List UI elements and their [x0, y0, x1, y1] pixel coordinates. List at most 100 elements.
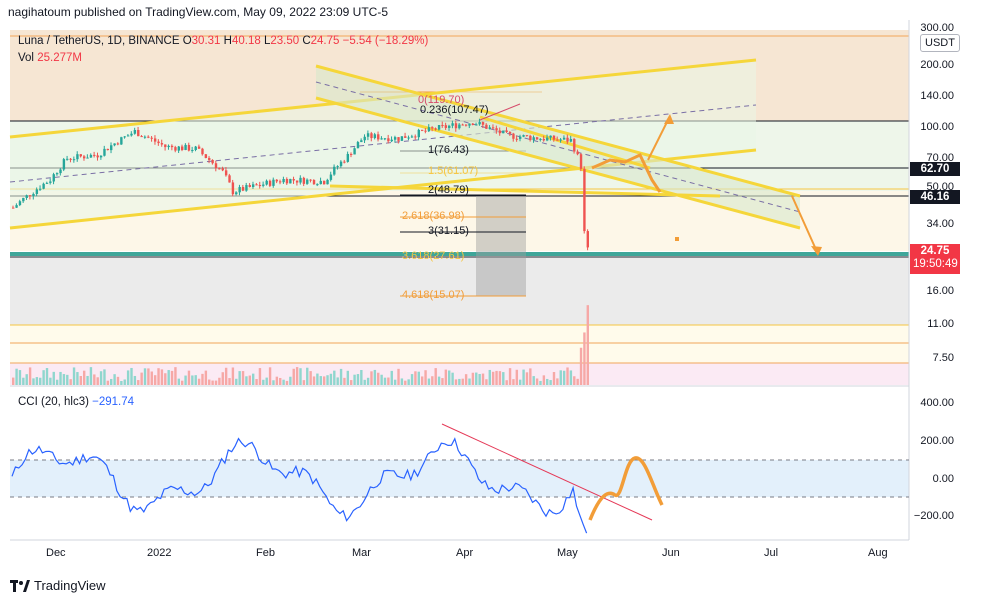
volume-series — [12, 305, 589, 385]
candle — [157, 141, 160, 144]
candle — [255, 184, 258, 186]
candle — [400, 136, 404, 141]
volume-bar — [448, 370, 451, 385]
volume-bar — [123, 379, 126, 385]
candle — [370, 133, 373, 139]
candle — [18, 201, 22, 206]
volume-bar — [32, 378, 35, 385]
candle — [194, 146, 197, 150]
candle — [89, 154, 93, 158]
candle — [512, 133, 515, 139]
volume-bar — [231, 367, 235, 385]
tradingview-logo[interactable]: TradingView — [10, 578, 106, 593]
candle — [86, 157, 89, 159]
candle — [59, 169, 62, 174]
candle — [211, 159, 214, 164]
candle — [529, 135, 532, 141]
candle — [279, 181, 282, 183]
candle — [218, 168, 221, 170]
volume-bar — [279, 377, 282, 385]
price-tick: 100.00 — [920, 121, 954, 133]
candle — [245, 185, 248, 191]
volume-bar — [478, 373, 481, 385]
volume-bar — [326, 375, 329, 385]
volume-bar — [181, 380, 184, 385]
volume-bar — [89, 367, 93, 385]
candle — [427, 127, 431, 132]
volume-bar — [255, 379, 258, 385]
volume-bar — [191, 375, 194, 385]
volume-bar — [42, 370, 45, 385]
volume-bar — [35, 377, 39, 385]
candle — [431, 127, 434, 129]
candle — [133, 129, 137, 134]
volume-bar — [366, 377, 370, 385]
volume-bar — [299, 368, 302, 385]
volume-bar — [424, 370, 427, 385]
candle — [478, 122, 481, 125]
volume-bar — [522, 369, 525, 385]
volume-bar — [52, 371, 55, 385]
volume-bar — [363, 379, 366, 385]
candle — [542, 138, 546, 141]
candle — [228, 175, 231, 183]
price-badge: 62.70 — [910, 162, 960, 176]
volume-bar — [356, 374, 360, 385]
candle — [204, 154, 208, 159]
candle — [404, 136, 407, 138]
volume-bar — [491, 371, 495, 385]
volume-bar — [437, 376, 441, 385]
volume-bar — [461, 378, 464, 385]
currency-button[interactable]: USDT — [920, 34, 960, 52]
volume-bar — [201, 373, 204, 385]
time-tick: Feb — [256, 547, 275, 559]
volume-bar — [72, 367, 76, 385]
volume-bar — [248, 375, 251, 385]
volume-bar — [464, 374, 468, 385]
candle — [573, 139, 576, 152]
volume-bar — [350, 380, 353, 385]
candle — [407, 137, 410, 139]
candle — [99, 155, 103, 158]
candle — [238, 186, 241, 193]
candle — [393, 137, 397, 140]
volume-bar — [319, 376, 322, 385]
volume-bar — [86, 375, 89, 385]
volume-bar — [76, 372, 79, 385]
candle — [79, 154, 82, 157]
candle — [586, 231, 589, 248]
candle — [329, 174, 333, 180]
candle — [306, 179, 309, 184]
volume-bar — [62, 374, 66, 385]
candle — [410, 136, 414, 138]
candle — [383, 138, 387, 140]
volume-bar — [140, 372, 143, 385]
volume-bar — [339, 368, 343, 385]
fib-label: 2.618(36.98) — [402, 210, 465, 222]
candle — [488, 127, 491, 129]
time-tick: 2022 — [147, 547, 172, 559]
volume-bar — [137, 380, 140, 385]
candle — [481, 122, 485, 125]
volume-bar — [184, 375, 187, 385]
volume-bar — [559, 370, 562, 385]
volume-bar — [113, 374, 116, 385]
volume-bar — [515, 369, 519, 385]
candle — [39, 188, 42, 190]
volume-bar — [508, 368, 512, 385]
volume-bar — [224, 367, 228, 385]
time-tick: Mar — [352, 547, 371, 559]
volume-bar — [346, 370, 350, 385]
candle — [248, 185, 251, 188]
volume-bar — [542, 375, 546, 385]
volume-bar — [116, 376, 120, 385]
volume-bar — [434, 368, 437, 385]
candle — [556, 139, 559, 141]
volume-bar — [268, 367, 272, 385]
candle — [333, 166, 336, 175]
volume-bar — [360, 369, 363, 385]
candle — [302, 177, 306, 184]
volume-bar — [444, 369, 448, 385]
candle — [214, 163, 218, 169]
